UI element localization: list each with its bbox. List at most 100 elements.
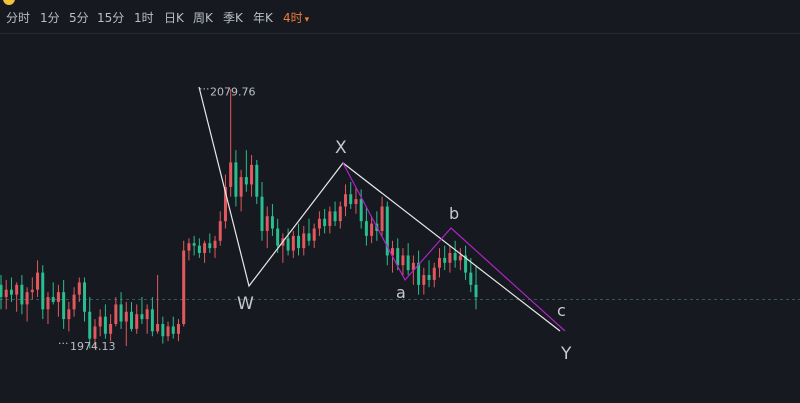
candle: [161, 316, 165, 344]
tab-1min[interactable]: 1分: [40, 11, 60, 25]
candle: [166, 321, 170, 342]
candle: [0, 275, 3, 310]
candle: [385, 201, 389, 266]
candle: [36, 260, 40, 298]
candle: [453, 240, 457, 268]
candle: [15, 282, 19, 312]
candle: [474, 265, 478, 310]
candle: [114, 297, 118, 327]
candle: [93, 319, 97, 349]
wave-line-wxy: [198, 86, 561, 332]
candle: [72, 287, 76, 317]
tab-daily[interactable]: 日K: [164, 11, 184, 25]
candle-body: [307, 233, 311, 241]
candle: [417, 250, 421, 295]
candle: [234, 150, 238, 207]
candle: [244, 150, 248, 192]
candle-body: [270, 216, 274, 229]
candle: [197, 238, 201, 258]
low-marker-dots: ···: [58, 337, 69, 350]
candle: [176, 319, 180, 342]
candle: [218, 211, 222, 246]
candle-body: [474, 284, 478, 298]
high-price-label: 2079.76: [210, 86, 256, 99]
candle-body: [370, 223, 374, 236]
tab-1hour[interactable]: 1时: [134, 11, 154, 25]
candle-body: [93, 326, 97, 339]
candle: [56, 284, 60, 317]
candle-body: [109, 324, 113, 334]
candle-body: [218, 221, 222, 241]
candle-body: [25, 292, 29, 305]
candle-body: [448, 253, 452, 263]
candle-body: [297, 235, 301, 249]
candle-body: [83, 282, 87, 312]
candle: [370, 216, 374, 244]
candle-body: [203, 243, 207, 253]
candle-body: [234, 162, 238, 197]
candle: [401, 248, 405, 276]
candle: [9, 277, 13, 302]
candle-body: [0, 284, 3, 298]
tab-4hour[interactable]: 4时 ▾: [283, 9, 309, 26]
wave-lines: [198, 86, 566, 332]
candle-body: [317, 218, 321, 229]
candle-body: [458, 255, 462, 261]
candle: [41, 265, 45, 320]
candle-body: [88, 311, 92, 339]
candle-body: [401, 255, 405, 266]
candle-body: [437, 257, 441, 268]
wave-line-abc: [342, 162, 566, 332]
candle: [20, 275, 24, 315]
candle-body: [427, 275, 431, 280]
candle: [437, 248, 441, 278]
candle-body: [385, 206, 389, 256]
tab-weekly[interactable]: 周K: [193, 11, 213, 25]
tab-quarterly[interactable]: 季K: [223, 11, 243, 25]
candle-body: [182, 250, 186, 324]
candle: [317, 211, 321, 236]
candle: [427, 260, 431, 288]
candle: [270, 204, 274, 236]
candle-body: [41, 272, 45, 310]
tab-fenshi[interactable]: 分时: [6, 11, 31, 25]
candle: [119, 292, 123, 329]
candle: [265, 206, 269, 249]
candle-body: [51, 297, 55, 302]
candle: [286, 228, 290, 256]
tab-15min[interactable]: 15分: [97, 11, 125, 25]
candle: [406, 243, 410, 276]
candle-body: [380, 206, 384, 231]
candle-body: [349, 194, 353, 205]
coin-icon: [3, 0, 15, 5]
candle-body: [344, 194, 348, 207]
candle-body: [46, 297, 50, 310]
candle: [443, 245, 447, 271]
candle: [328, 206, 332, 234]
candle: [281, 233, 285, 263]
candle: [364, 206, 368, 246]
candle-body: [265, 216, 269, 231]
wave-label-c: c: [557, 301, 566, 320]
candle-body: [323, 218, 327, 227]
candle: [255, 159, 259, 205]
period-toolbar: 分时 1分 5分 15分 1时 日K 周K 季K 年K 4时 ▾: [0, 0, 800, 34]
candle-body: [192, 243, 196, 246]
candle: [291, 230, 295, 258]
candle: [448, 245, 452, 273]
tab-5min[interactable]: 5分: [69, 11, 89, 25]
candle: [67, 301, 71, 332]
candle: [124, 301, 128, 347]
candle-body: [124, 311, 128, 322]
candle-body: [166, 326, 170, 337]
candle: [88, 297, 92, 349]
candle: [156, 275, 160, 334]
candle: [396, 238, 400, 271]
candle: [359, 189, 363, 229]
candle-body: [223, 186, 227, 222]
tab-yearly[interactable]: 年K: [253, 11, 273, 25]
candle: [187, 238, 191, 261]
candle-body: [333, 211, 337, 222]
candle: [302, 226, 306, 256]
